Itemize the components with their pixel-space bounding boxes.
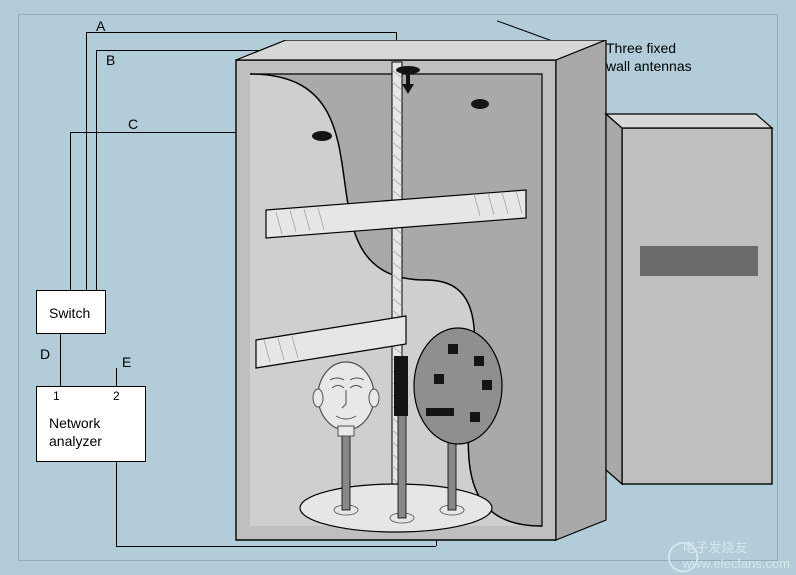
chamber-svg — [226, 40, 786, 560]
watermark-url: www.elecfans.com — [682, 556, 790, 571]
analyzer-label: Network analyzer — [49, 415, 102, 450]
network-analyzer-box: 1 2 Network analyzer — [36, 386, 146, 462]
door-panel — [640, 246, 758, 276]
wire-b-vertical — [96, 50, 97, 290]
switch-label: Switch — [49, 305, 90, 321]
chamber-top-face — [236, 40, 606, 60]
wire-a-horizontal — [86, 32, 396, 33]
wire-a-vertical — [86, 32, 87, 290]
analyzer-port2: 2 — [113, 389, 120, 403]
wire-c-vertical — [70, 132, 71, 290]
wire-e-up — [116, 368, 117, 386]
label-e: E — [122, 354, 131, 370]
analyzer-port1: 1 — [53, 389, 60, 403]
reference-antenna — [394, 356, 408, 416]
chamber-door — [606, 114, 772, 484]
antenna-array — [414, 328, 502, 444]
label-d: D — [40, 346, 50, 362]
wall-antenna-left — [312, 131, 332, 141]
wire-e-down — [116, 462, 117, 546]
label-c: C — [128, 116, 138, 132]
pole-head — [342, 430, 350, 510]
wall-antenna-right — [471, 99, 489, 109]
diagram-canvas: A B C D E F Three fixed wall antennas Sw… — [0, 0, 796, 575]
wire-d — [60, 334, 61, 386]
pole-ref-antenna — [398, 412, 406, 518]
watermark-text: 电子发烧友 www.elecfans.com — [682, 537, 790, 571]
chamber — [226, 40, 556, 540]
watermark-sub: 电子发烧友 — [682, 540, 747, 555]
switch-box: Switch — [36, 290, 106, 334]
label-a: A — [96, 18, 105, 34]
chamber-side-face — [556, 40, 606, 540]
label-b: B — [106, 52, 115, 68]
pole-array — [448, 440, 456, 510]
